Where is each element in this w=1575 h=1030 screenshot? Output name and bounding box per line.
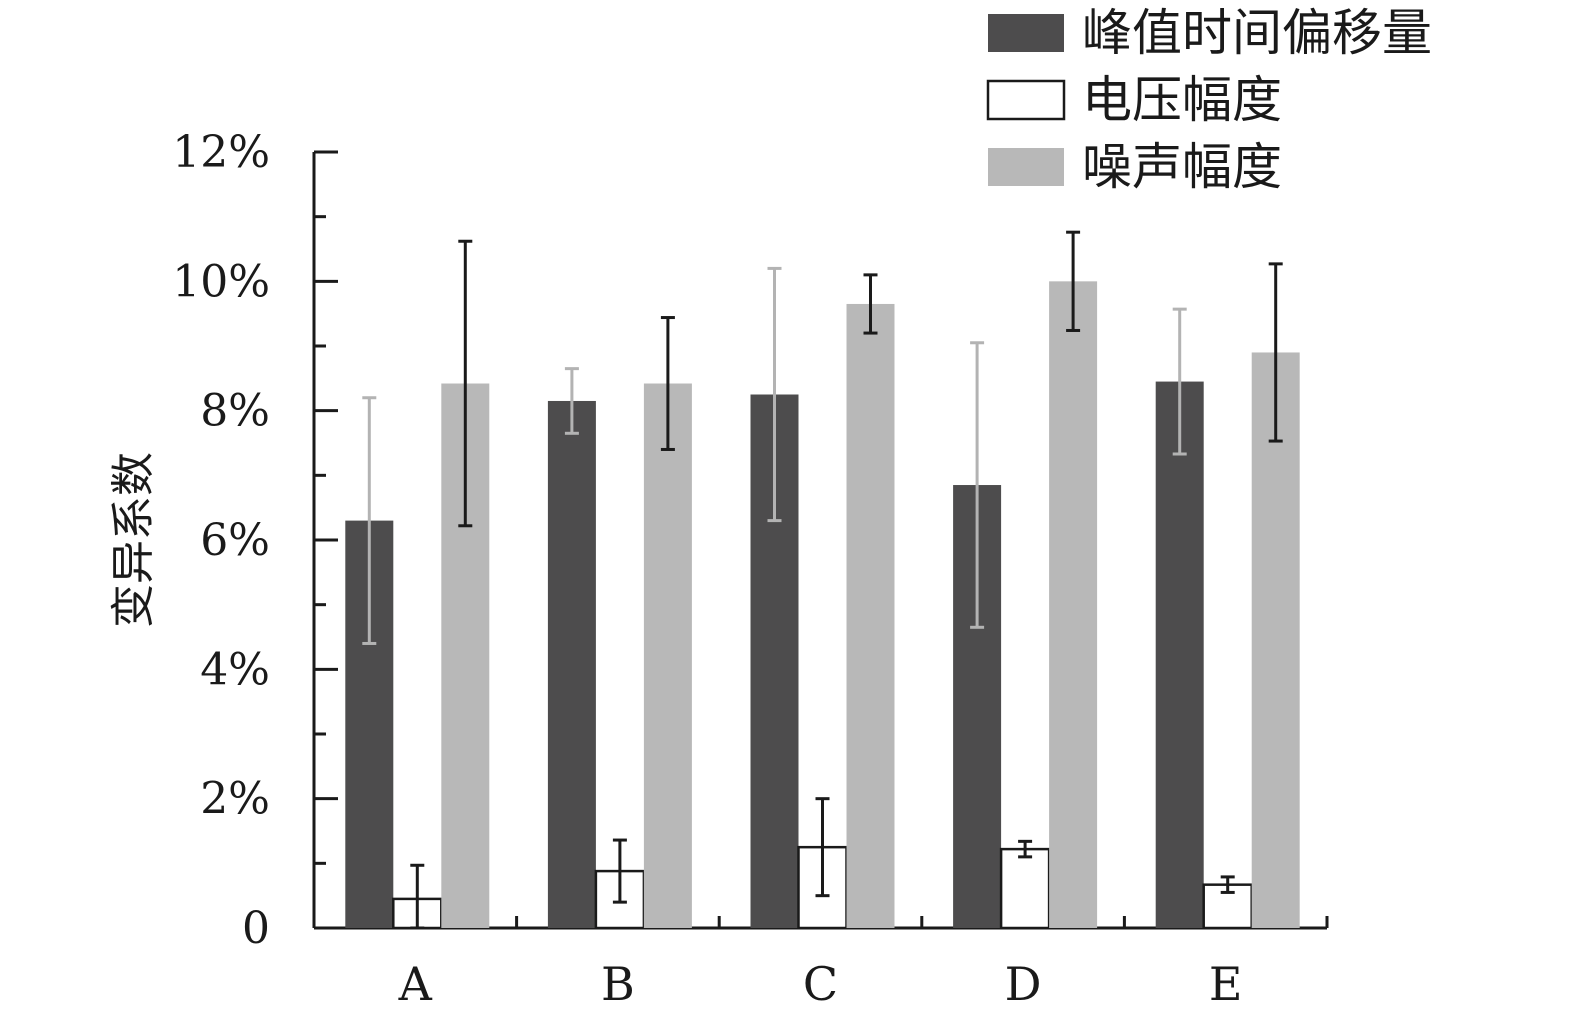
legend-label-2: 电压幅度 bbox=[1082, 71, 1282, 129]
plot-area: 0 2% 4% 6% 8% 10% 12% A B C D E bbox=[172, 127, 1329, 1011]
x-tick-label: C bbox=[803, 957, 838, 1011]
legend-swatch-2 bbox=[986, 79, 1066, 121]
bar-C-series-3 bbox=[846, 303, 895, 928]
legend-label-3: 噪声幅度 bbox=[1082, 138, 1282, 196]
bar-B-series-1 bbox=[547, 400, 596, 928]
bar-E-series-1 bbox=[1155, 381, 1204, 929]
y-axis-title: 变异系数 bbox=[108, 452, 159, 628]
legend-swatch-3 bbox=[988, 148, 1064, 186]
bar-D-series-2 bbox=[999, 847, 1051, 930]
x-tick-label: D bbox=[1005, 957, 1042, 1011]
y-tick-label: 12% bbox=[172, 127, 270, 178]
legend-label-1: 峰值时间偏移量 bbox=[1082, 4, 1432, 62]
x-tick-label: E bbox=[1209, 957, 1243, 1011]
x-tick-label: A bbox=[398, 957, 433, 1011]
legend-swatch-1 bbox=[988, 14, 1064, 52]
y-tick-label: 6% bbox=[200, 515, 270, 566]
bar-E-series-3 bbox=[1251, 352, 1300, 928]
bar-D-series-3 bbox=[1049, 281, 1098, 928]
y-tick-label: 0 bbox=[242, 903, 270, 954]
y-tick-label: 4% bbox=[200, 644, 270, 695]
y-tick-label: 8% bbox=[200, 386, 270, 437]
y-tick-label: 2% bbox=[200, 774, 270, 825]
x-tick-label: B bbox=[601, 957, 635, 1011]
y-tick-label: 10% bbox=[172, 256, 270, 307]
bar-B-series-3 bbox=[643, 383, 692, 928]
